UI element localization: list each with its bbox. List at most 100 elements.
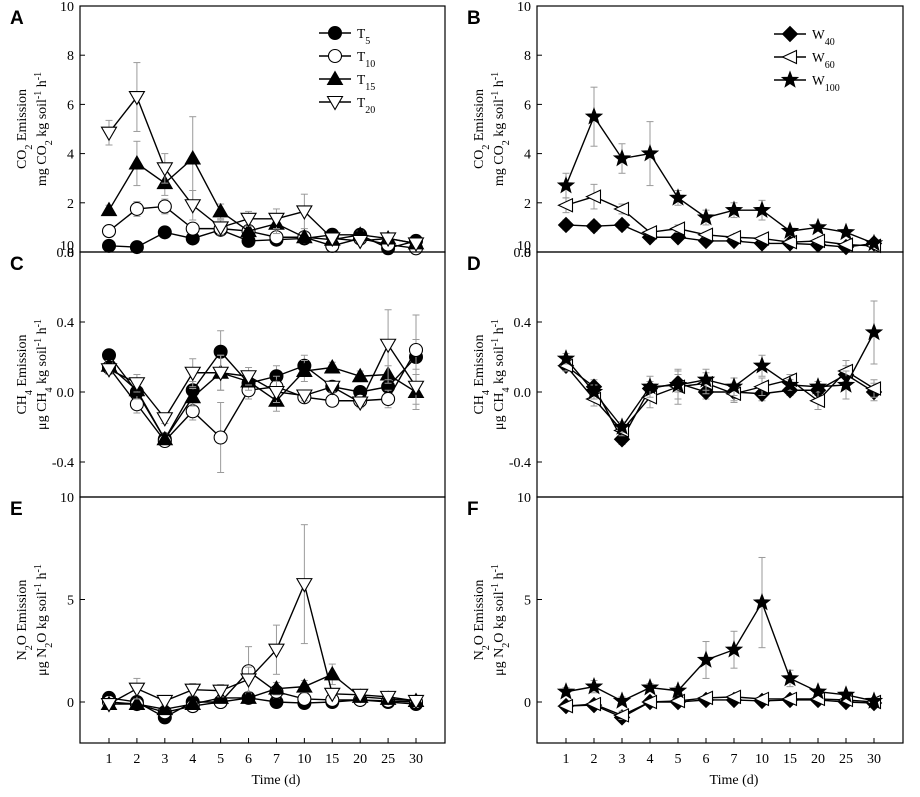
x-tick-label: 7 [273,752,280,767]
y-axis-title-text: μg CH4 kg soil-1 h-1 [33,319,55,430]
x-tick-label: 6 [245,752,252,767]
y-tick-label: 10 [60,491,74,506]
data-point [268,385,285,401]
y-axis-title-text: mg CO2 kg soil-1 h-1 [490,72,512,186]
data-point [129,397,144,412]
data-point [129,201,144,216]
legend-marker [781,25,799,43]
data-point [351,396,369,412]
series-w100 [556,86,884,252]
panel-letter: C [10,254,24,275]
data-point [836,222,856,241]
data-point [101,224,117,239]
data-point [408,342,424,358]
y-tick-label: 0 [67,246,74,261]
x-tick-label: 1 [106,752,113,767]
y-axis-title-line2: μg CH4 kg soil-1 h-1 [490,319,512,430]
data-point [323,380,341,396]
x-tick-label: 15 [783,752,797,767]
data-point [184,199,202,214]
data-point [325,393,340,408]
data-point [295,228,313,244]
data-point [752,592,772,611]
legend-label: T10 [357,49,375,70]
data-point [100,363,118,378]
x-tick-label: 10 [297,752,311,767]
data-point [753,691,770,707]
series-w100 [556,556,884,709]
plot-frame [536,496,904,744]
legend-marker [781,49,798,65]
x-tick-label: 7 [731,752,738,767]
y-tick-label: -0.4 [52,456,74,471]
data-point [724,640,744,658]
data-point [640,143,660,162]
data-point [407,694,425,710]
series-w60 [557,689,882,723]
data-point [585,696,602,712]
data-point [780,221,800,239]
series-t20 [100,309,425,427]
data-point [381,391,396,407]
data-point [808,217,828,236]
plot-frame [79,496,446,744]
y-axis-title-text: CO2 Emission [15,89,35,169]
legend-label: T5 [357,26,370,47]
data-point [781,691,798,707]
y-tick-label: 2 [524,197,531,212]
data-point [669,693,686,709]
x-tick-label: 3 [161,752,168,767]
x-tick-label: 25 [381,752,395,767]
y-axis-title-text: mg CO2 kg soil-1 h-1 [33,72,55,186]
data-point [725,229,742,245]
data-point [268,212,285,228]
y-tick-label: 0.4 [57,316,75,331]
data-point [212,684,230,700]
x-tick-label: 20 [353,752,367,767]
data-point [585,189,602,205]
data-point [351,367,369,383]
y-tick-label: 0.0 [57,386,75,401]
series-line [108,229,417,250]
legend-item: T10 [319,48,375,70]
y-tick-label: 10 [517,0,531,15]
legend-marker [326,95,344,111]
y-axis-title-text: CO2 Emission [472,89,492,169]
data-point [864,691,884,709]
x-tick-label: 30 [867,752,881,767]
data-point [837,237,854,252]
data-point [584,107,604,125]
data-point [612,417,632,435]
series-t20 [100,524,425,713]
series-t15 [100,663,425,716]
panel-letter: A [10,8,24,29]
data-point [295,205,313,221]
data-point [156,162,174,177]
data-point [240,370,257,385]
data-point [156,430,174,446]
panel-letter: F [467,499,479,520]
data-point [724,377,744,395]
data-point [212,221,230,237]
legend-item: W40 [774,25,835,48]
plot-frame [536,5,904,253]
y-axis-title-line1: N2O Emission [15,580,35,661]
data-point [184,366,202,382]
legend-item: W100 [774,70,840,94]
data-point [668,681,688,699]
series-line [565,365,875,441]
series-w40 [557,357,883,448]
y-axis-title-line2: mg CO2 kg soil-1 h-1 [490,72,512,186]
legend-marker [326,70,344,85]
legend: T5 T10 T15 T20 [319,26,375,116]
data-point [185,404,200,419]
legend-label: T15 [357,72,375,93]
data-point [295,389,313,405]
data-point [612,148,632,167]
data-point [184,388,202,404]
y-tick-label: 4 [67,148,74,163]
